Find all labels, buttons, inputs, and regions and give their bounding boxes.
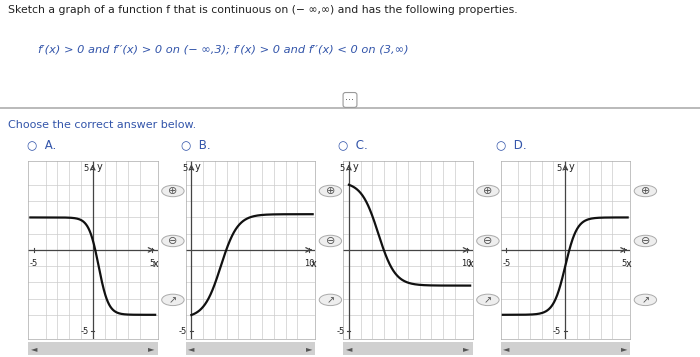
Text: y: y	[195, 162, 201, 172]
Text: ○  B.: ○ B.	[181, 138, 210, 151]
Text: y: y	[569, 162, 575, 172]
Text: ►: ►	[621, 344, 627, 353]
Text: ○  D.: ○ D.	[496, 138, 526, 151]
Text: ⊕: ⊕	[168, 186, 178, 196]
Text: ◄: ◄	[188, 344, 195, 353]
Text: ►: ►	[306, 344, 312, 353]
Text: ⊖: ⊖	[640, 236, 650, 246]
Text: ○  C.: ○ C.	[338, 138, 368, 151]
Text: Sketch a graph of a function f that is continuous on (− ∞,∞) and has the followi: Sketch a graph of a function f that is c…	[8, 5, 518, 15]
Text: 5: 5	[149, 259, 154, 268]
Text: ···: ···	[346, 95, 354, 105]
Text: 10: 10	[304, 259, 314, 268]
Text: ◄: ◄	[503, 344, 510, 353]
Text: ⊖: ⊖	[483, 236, 493, 246]
Text: ⊕: ⊕	[640, 186, 650, 196]
Text: -5: -5	[503, 259, 510, 268]
Text: x: x	[625, 259, 631, 269]
Text: ↗: ↗	[641, 295, 650, 305]
Text: ◄: ◄	[346, 344, 352, 353]
Text: -5: -5	[553, 327, 561, 336]
Text: Choose the correct answer below.: Choose the correct answer below.	[8, 120, 197, 130]
Text: ⊖: ⊖	[326, 236, 335, 246]
Text: ►: ►	[463, 344, 470, 353]
Text: ◄: ◄	[31, 344, 37, 353]
Text: 5: 5	[340, 164, 345, 173]
Text: ⊖: ⊖	[168, 236, 178, 246]
Text: 5: 5	[556, 164, 561, 173]
Text: ↗: ↗	[169, 295, 177, 305]
Text: x: x	[153, 259, 159, 269]
Text: ⊕: ⊕	[483, 186, 493, 196]
Text: x: x	[468, 259, 474, 269]
Text: -5: -5	[179, 327, 188, 336]
Text: y: y	[97, 162, 102, 172]
Text: 5: 5	[83, 164, 89, 173]
Text: x: x	[310, 259, 316, 269]
Text: y: y	[352, 162, 358, 172]
Text: ○  A.: ○ A.	[27, 138, 56, 151]
Text: 10: 10	[461, 259, 472, 268]
Text: -5: -5	[80, 327, 89, 336]
Text: 5: 5	[182, 164, 188, 173]
Text: ↗: ↗	[484, 295, 492, 305]
Text: ⊕: ⊕	[326, 186, 335, 196]
Text: ►: ►	[148, 344, 155, 353]
Text: -5: -5	[30, 259, 38, 268]
Text: ↗: ↗	[326, 295, 335, 305]
Text: f′(x) > 0 and f′′(x) > 0 on (− ∞,3); f′(x) > 0 and f′′(x) < 0 on (3,∞): f′(x) > 0 and f′′(x) > 0 on (− ∞,3); f′(…	[38, 45, 409, 55]
Text: 5: 5	[622, 259, 626, 268]
Text: -5: -5	[337, 327, 345, 336]
